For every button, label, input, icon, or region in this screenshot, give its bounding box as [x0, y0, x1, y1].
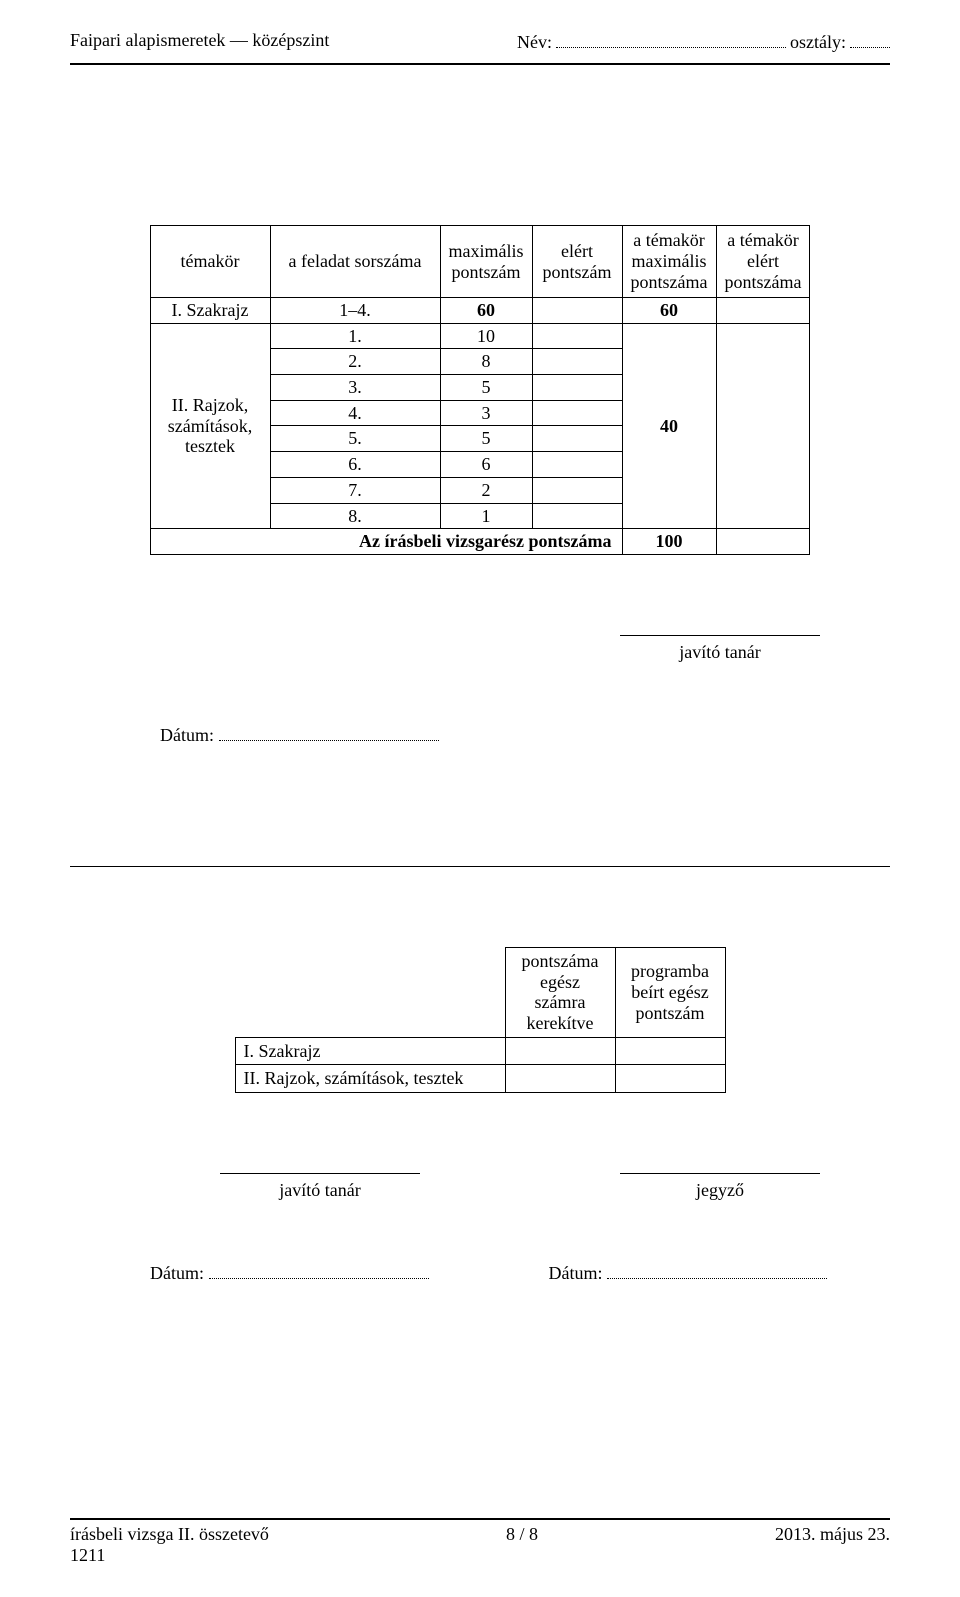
t2-r2-c1: [505, 1065, 615, 1093]
date-dots-2b: [607, 1261, 827, 1279]
g2-r7-earned: [532, 503, 622, 529]
t2-r2-c2: [615, 1065, 725, 1093]
mid-rule: [70, 866, 890, 867]
date-label-2b: Dátum:: [549, 1263, 603, 1283]
sig-registrar-line: [620, 1173, 820, 1174]
date-label-2a: Dátum:: [150, 1263, 204, 1283]
sig-teacher-line: [220, 1173, 420, 1174]
class-field-line: [850, 30, 890, 48]
t2-r1-c2: [615, 1037, 725, 1065]
hdr-topic-max: a témakör maximális pontszáma: [622, 226, 716, 298]
hdr-task: a feladat sorszáma: [270, 226, 440, 298]
page-header: Faipari alapismeretek — középszint Név: …: [70, 30, 890, 57]
g2-r5-task: 6.: [270, 452, 440, 478]
bottom-signatures: javító tanár jegyző: [220, 1173, 820, 1201]
score-table: témakör a feladat sorszáma maximális pon…: [150, 225, 811, 555]
footer-left-2: 1211: [70, 1545, 269, 1567]
g2-r4-task: 5.: [270, 426, 440, 452]
footer-rule: [70, 1518, 890, 1520]
g2-r5-max: 6: [440, 452, 532, 478]
g2-r3-max: 3: [440, 400, 532, 426]
g2-r4-max: 5: [440, 426, 532, 452]
header-subject: Faipari alapismeretek — középszint: [70, 30, 329, 53]
date-row-1: Dátum:: [160, 723, 890, 746]
sig-registrar-label: jegyző: [620, 1180, 820, 1201]
g2-r6-max: 2: [440, 477, 532, 503]
t2-r1-c1: [505, 1037, 615, 1065]
t2-blank-hdr: [235, 947, 505, 1037]
date-row-2: Dátum: Dátum:: [150, 1261, 890, 1284]
date-dots-1: [219, 723, 439, 741]
g2-r0-task: 1.: [270, 323, 440, 349]
teacher-label: javító tanár: [620, 642, 820, 663]
sum-label: Az írásbeli vizsgarész pontszáma: [150, 529, 622, 555]
sig-registrar-col: jegyző: [620, 1173, 820, 1201]
group2-label: II. Rajzok, számítások, tesztek: [150, 323, 270, 529]
teacher-signature-block: javító tanár: [620, 635, 820, 663]
sum-value: 100: [622, 529, 716, 555]
g2-r5-earned: [532, 452, 622, 478]
g2-r1-earned: [532, 349, 622, 375]
g2-r2-task: 3.: [270, 375, 440, 401]
header-name-block: Név: osztály:: [517, 30, 890, 53]
sig-teacher-col: javító tanár: [220, 1173, 420, 1201]
hdr-earned: elért pontszám: [532, 226, 622, 298]
footer-right: 2013. május 23.: [775, 1524, 890, 1567]
t2-h2: programba beírt egész pontszám: [615, 947, 725, 1037]
g2-r2-earned: [532, 375, 622, 401]
g2-group-earned: [716, 323, 810, 529]
r1-group-earned: [716, 298, 810, 324]
date-dots-2a: [209, 1261, 429, 1279]
g2-r2-max: 5: [440, 375, 532, 401]
rounding-table: pontszáma egész számra kerekítve program…: [235, 947, 726, 1093]
r1-max: 60: [440, 298, 532, 324]
r1-topic: I. Szakrajz: [150, 298, 270, 324]
sig-teacher-label: javító tanár: [220, 1180, 420, 1201]
g2-r6-task: 7.: [270, 477, 440, 503]
name-label: Név:: [517, 32, 552, 53]
g2-r1-task: 2.: [270, 349, 440, 375]
hdr-max: maximális pontszám: [440, 226, 532, 298]
g2-r7-task: 8.: [270, 503, 440, 529]
footer-left-1: írásbeli vizsga II. összetevő: [70, 1524, 269, 1546]
teacher-sig-line: [620, 635, 820, 636]
name-field-line: [556, 30, 786, 48]
hdr-topic: témakör: [150, 226, 270, 298]
g2-r0-max: 10: [440, 323, 532, 349]
t2-h1: pontszáma egész számra kerekítve: [505, 947, 615, 1037]
date-label-1: Dátum:: [160, 725, 214, 745]
g2-r7-max: 1: [440, 503, 532, 529]
t2-r1-label: I. Szakrajz: [235, 1037, 505, 1065]
g2-r0-earned: [532, 323, 622, 349]
r1-group-max: 60: [622, 298, 716, 324]
class-label: osztály:: [790, 32, 846, 53]
r1-task: 1–4.: [270, 298, 440, 324]
g2-group-max: 40: [622, 323, 716, 529]
t2-r2-label: II. Rajzok, számítások, tesztek: [235, 1065, 505, 1093]
hdr-topic-earned: a témakör elért pontszáma: [716, 226, 810, 298]
g2-r3-earned: [532, 400, 622, 426]
g2-r6-earned: [532, 477, 622, 503]
g2-r3-task: 4.: [270, 400, 440, 426]
g2-r4-earned: [532, 426, 622, 452]
g2-r1-max: 8: [440, 349, 532, 375]
footer-center: 8 / 8: [506, 1524, 538, 1567]
sum-earned: [716, 529, 810, 555]
page-footer: írásbeli vizsga II. összetevő 1211 8 / 8…: [70, 1498, 890, 1567]
r1-earned: [532, 298, 622, 324]
